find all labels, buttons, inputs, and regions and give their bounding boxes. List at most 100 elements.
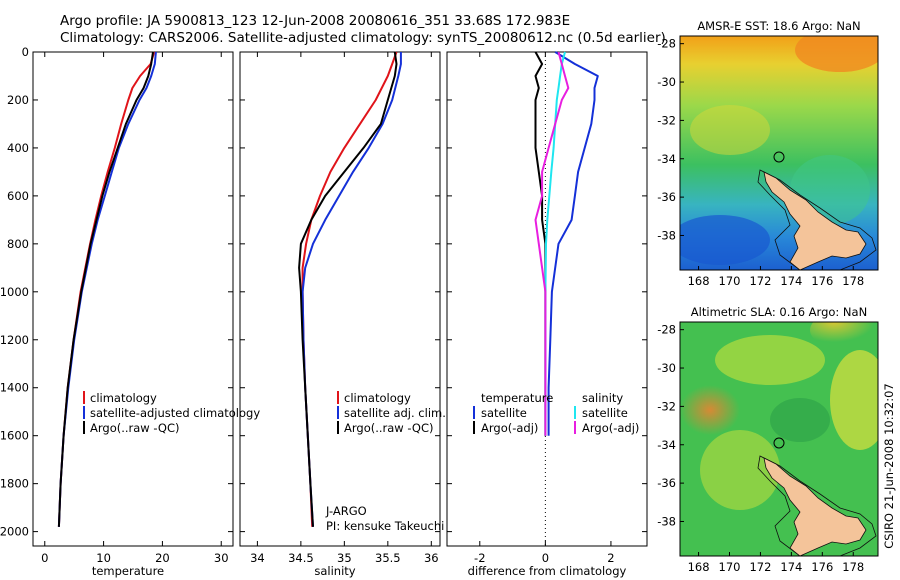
side-stamp: CSIRO 21-Jun-2008 10:32:07 — [882, 383, 896, 549]
map-x-tick-label: 178 — [842, 274, 864, 288]
map-x-tick-label: 178 — [842, 560, 864, 574]
sla-map — [680, 322, 878, 556]
legend-label-climatology: climatology — [90, 391, 157, 405]
map-y-tick-label: -28 — [657, 323, 676, 337]
annotation-pi: PI: kensuke Takeuchi — [326, 519, 444, 533]
sla-patch — [830, 350, 878, 450]
y-tick-label: 600 — [7, 189, 29, 203]
sla-low-patch — [770, 398, 830, 442]
series-line-argo-raw-qc- — [57, 51, 154, 527]
map-y-tick-label: -32 — [657, 399, 676, 413]
sst-map-title: AMSR-E SST: 18.6 Argo: NaN — [697, 19, 860, 33]
x-tick-label: 36 — [424, 551, 439, 565]
difference-legend: temperature salinity satellite Argo(-adj… — [473, 391, 639, 435]
map-y-tick-label: -38 — [657, 514, 676, 528]
series-line-argo-raw-qc- — [298, 51, 398, 527]
map-y-tick-label: -30 — [657, 75, 676, 89]
map-y-tick-label: -34 — [657, 152, 676, 166]
sla-profile-marker — [773, 437, 785, 449]
temperature-panel: 0 10 20 30 0 200 400 600 800 1000 1200 1400 1600 1800… — [0, 45, 233, 565]
temperature-xlabel: temperature — [92, 564, 164, 578]
map-y-tick-label: -32 — [657, 113, 676, 127]
map-x-tick-label: 176 — [811, 560, 833, 574]
sst-map — [680, 36, 878, 270]
sst-map-ticks: 168 170 172 174 176 178 -28 -30 -32 -34 -36 -38 — [657, 37, 864, 288]
map-x-tick-label: 172 — [749, 560, 771, 574]
map-x-tick-label: 168 — [688, 560, 710, 574]
map-y-tick-label: -36 — [657, 476, 676, 490]
legend-header-temperature: temperature — [481, 391, 553, 405]
x-tick-label: 35.5 — [375, 551, 401, 565]
salinity-panel: 34 34.5 35 35.5 36 — [240, 51, 440, 565]
y-tick-label: 1400 — [0, 381, 29, 395]
x-tick-label: 34.5 — [288, 551, 314, 565]
legend-label-sal-satellite: satellite — [582, 406, 628, 420]
map-y-tick-label: -30 — [657, 361, 676, 375]
legend-header-salinity: salinity — [582, 391, 623, 405]
y-tick-label: 400 — [7, 141, 29, 155]
x-tick-label: 35 — [337, 551, 352, 565]
map-x-tick-label: 168 — [688, 274, 710, 288]
temperature-legend: climatology satellite-adjusted climatolo… — [83, 391, 260, 435]
series-line-salinity-argo-adj- — [534, 51, 570, 436]
map-x-tick-label: 176 — [811, 274, 833, 288]
sla-map-title: Altimetric SLA: 0.16 Argo: NaN — [691, 305, 867, 319]
sla-map-ticks: 168 170 172 174 176 178 -28 -30 -32 -34 -36 -38 — [657, 323, 864, 574]
difference-panel: -2 0 2 — [447, 51, 647, 565]
y-tick-label: 0 — [22, 45, 29, 59]
sst-warm-patch — [795, 36, 878, 72]
series-line-climatology — [57, 51, 156, 527]
series-line-temperature-satellite — [547, 51, 599, 436]
x-tick-label: 30 — [214, 551, 229, 565]
map-y-tick-label: -36 — [657, 190, 676, 204]
map-x-tick-label: 172 — [749, 274, 771, 288]
sst-cold-patch — [680, 215, 770, 265]
legend-label-satellite: satellite-adjusted climatology — [90, 406, 260, 420]
series-line-temperature-argo-adj- — [534, 51, 547, 436]
sla-isobath — [757, 455, 877, 556]
sst-land-north-island — [763, 171, 867, 270]
legend-label-satellite: satellite adj. clim. — [344, 406, 446, 420]
map-y-tick-label: -34 — [657, 438, 676, 452]
x-tick-label: 0 — [41, 551, 48, 565]
sst-map-frame — [679, 35, 879, 271]
legend-label-sal-argo: Argo(-adj) — [582, 421, 639, 435]
annotation-jargo: J-ARGO — [325, 504, 367, 518]
sst-warm-patch — [690, 105, 770, 155]
x-tick-label: 10 — [96, 551, 111, 565]
legend-label-argo: Argo(..raw -QC) — [90, 421, 180, 435]
figure-title-line2: Climatology: CARS2006. Satellite-adjuste… — [60, 30, 666, 46]
x-tick-label: 2 — [607, 551, 614, 565]
sla-land-north-island — [763, 457, 867, 556]
y-tick-label: 800 — [7, 237, 29, 251]
sla-patch — [700, 430, 780, 510]
sst-profile-marker — [773, 151, 785, 163]
sst-isobath — [757, 169, 877, 270]
salinity-xlabel: salinity — [314, 564, 355, 578]
difference-panel-frame — [446, 51, 648, 547]
map-x-tick-label: 170 — [719, 560, 741, 574]
x-tick-label: 34 — [250, 551, 265, 565]
difference-xlabel: difference from climatology — [468, 564, 627, 578]
map-x-tick-label: 170 — [719, 274, 741, 288]
map-y-tick-label: -28 — [657, 37, 676, 51]
legend-label-argo: Argo(..raw -QC) — [344, 421, 434, 435]
figure-title-line1: Argo profile: JA 5900813_123 12-Jun-2008… — [60, 13, 570, 29]
salinity-legend: climatology satellite adj. clim. Argo(..… — [325, 391, 446, 533]
temperature-panel-frame — [32, 51, 234, 547]
salinity-panel-frame — [239, 51, 441, 547]
x-tick-label: 0 — [542, 551, 549, 565]
map-y-tick-label: -38 — [657, 228, 676, 242]
legend-label-temp-satellite: satellite — [481, 406, 527, 420]
series-line-satellite-adj-clim- — [301, 52, 402, 527]
map-x-tick-label: 174 — [780, 560, 802, 574]
sla-map-frame — [679, 321, 879, 557]
legend-label-temp-argo: Argo(-adj) — [481, 421, 538, 435]
map-x-tick-label: 174 — [780, 274, 802, 288]
x-tick-label: 20 — [155, 551, 170, 565]
legend-label-climatology: climatology — [344, 391, 411, 405]
sla-high-patch — [680, 385, 740, 435]
y-tick-label: 1000 — [0, 285, 29, 299]
y-tick-label: 1800 — [0, 477, 29, 491]
